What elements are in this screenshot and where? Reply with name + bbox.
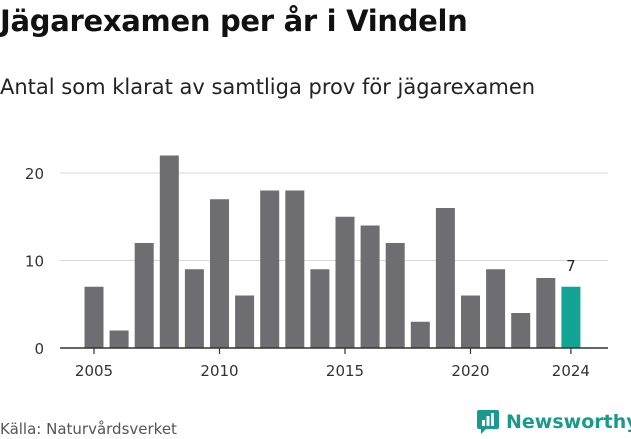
bar-2010 [210,199,229,348]
bars [84,155,581,348]
y-axis: 0 10 20 [25,165,44,358]
bar-2015 [335,216,355,348]
bar-2006 [109,330,129,348]
y-tick-label: 10 [25,253,44,271]
bar-2013 [285,190,305,348]
chart-subtitle: Antal som klarat av samtliga prov för jä… [0,75,536,99]
bar-chart: 2005 2010 2015 2020 2024 0 10 20 7 [25,155,608,380]
x-tick-label: 2020 [451,362,489,380]
bar-2018 [410,321,430,348]
bar-2022 [511,313,531,348]
bar-2016 [360,225,380,348]
brand-name: Newsworthy [506,411,631,433]
x-tick-label: 2015 [326,362,364,380]
bar-2014 [310,269,330,348]
bar-2019 [435,208,455,348]
bar-2008 [159,155,179,348]
x-tick-label: 2024 [552,362,590,380]
x-tick-label: 2005 [75,362,113,380]
bar-2007 [134,243,154,348]
bar-2021 [486,269,506,348]
bar-2011 [235,295,255,348]
newsworthy-logo-icon [477,410,499,434]
brand-logo: Newsworthy [476,408,631,436]
chart-title: Jägarexamen per år i Vindeln [0,4,468,38]
x-tick-label: 2010 [200,362,238,380]
bar-2024 [561,286,581,348]
y-tick-label: 20 [25,165,44,183]
x-axis: 2005 2010 2015 2020 2024 [60,347,608,380]
data-labels: 7 [566,257,576,275]
bar-2020 [461,295,480,348]
bar-2009 [184,269,204,348]
y-tick-label: 0 [34,340,44,358]
source-note: Källa: Naturvårdsverket [0,420,177,438]
bar-2023 [536,278,556,348]
bar-2012 [260,190,280,348]
data-label-2024: 7 [566,257,576,275]
bar-2017 [385,243,405,348]
bar-2005 [84,286,104,348]
